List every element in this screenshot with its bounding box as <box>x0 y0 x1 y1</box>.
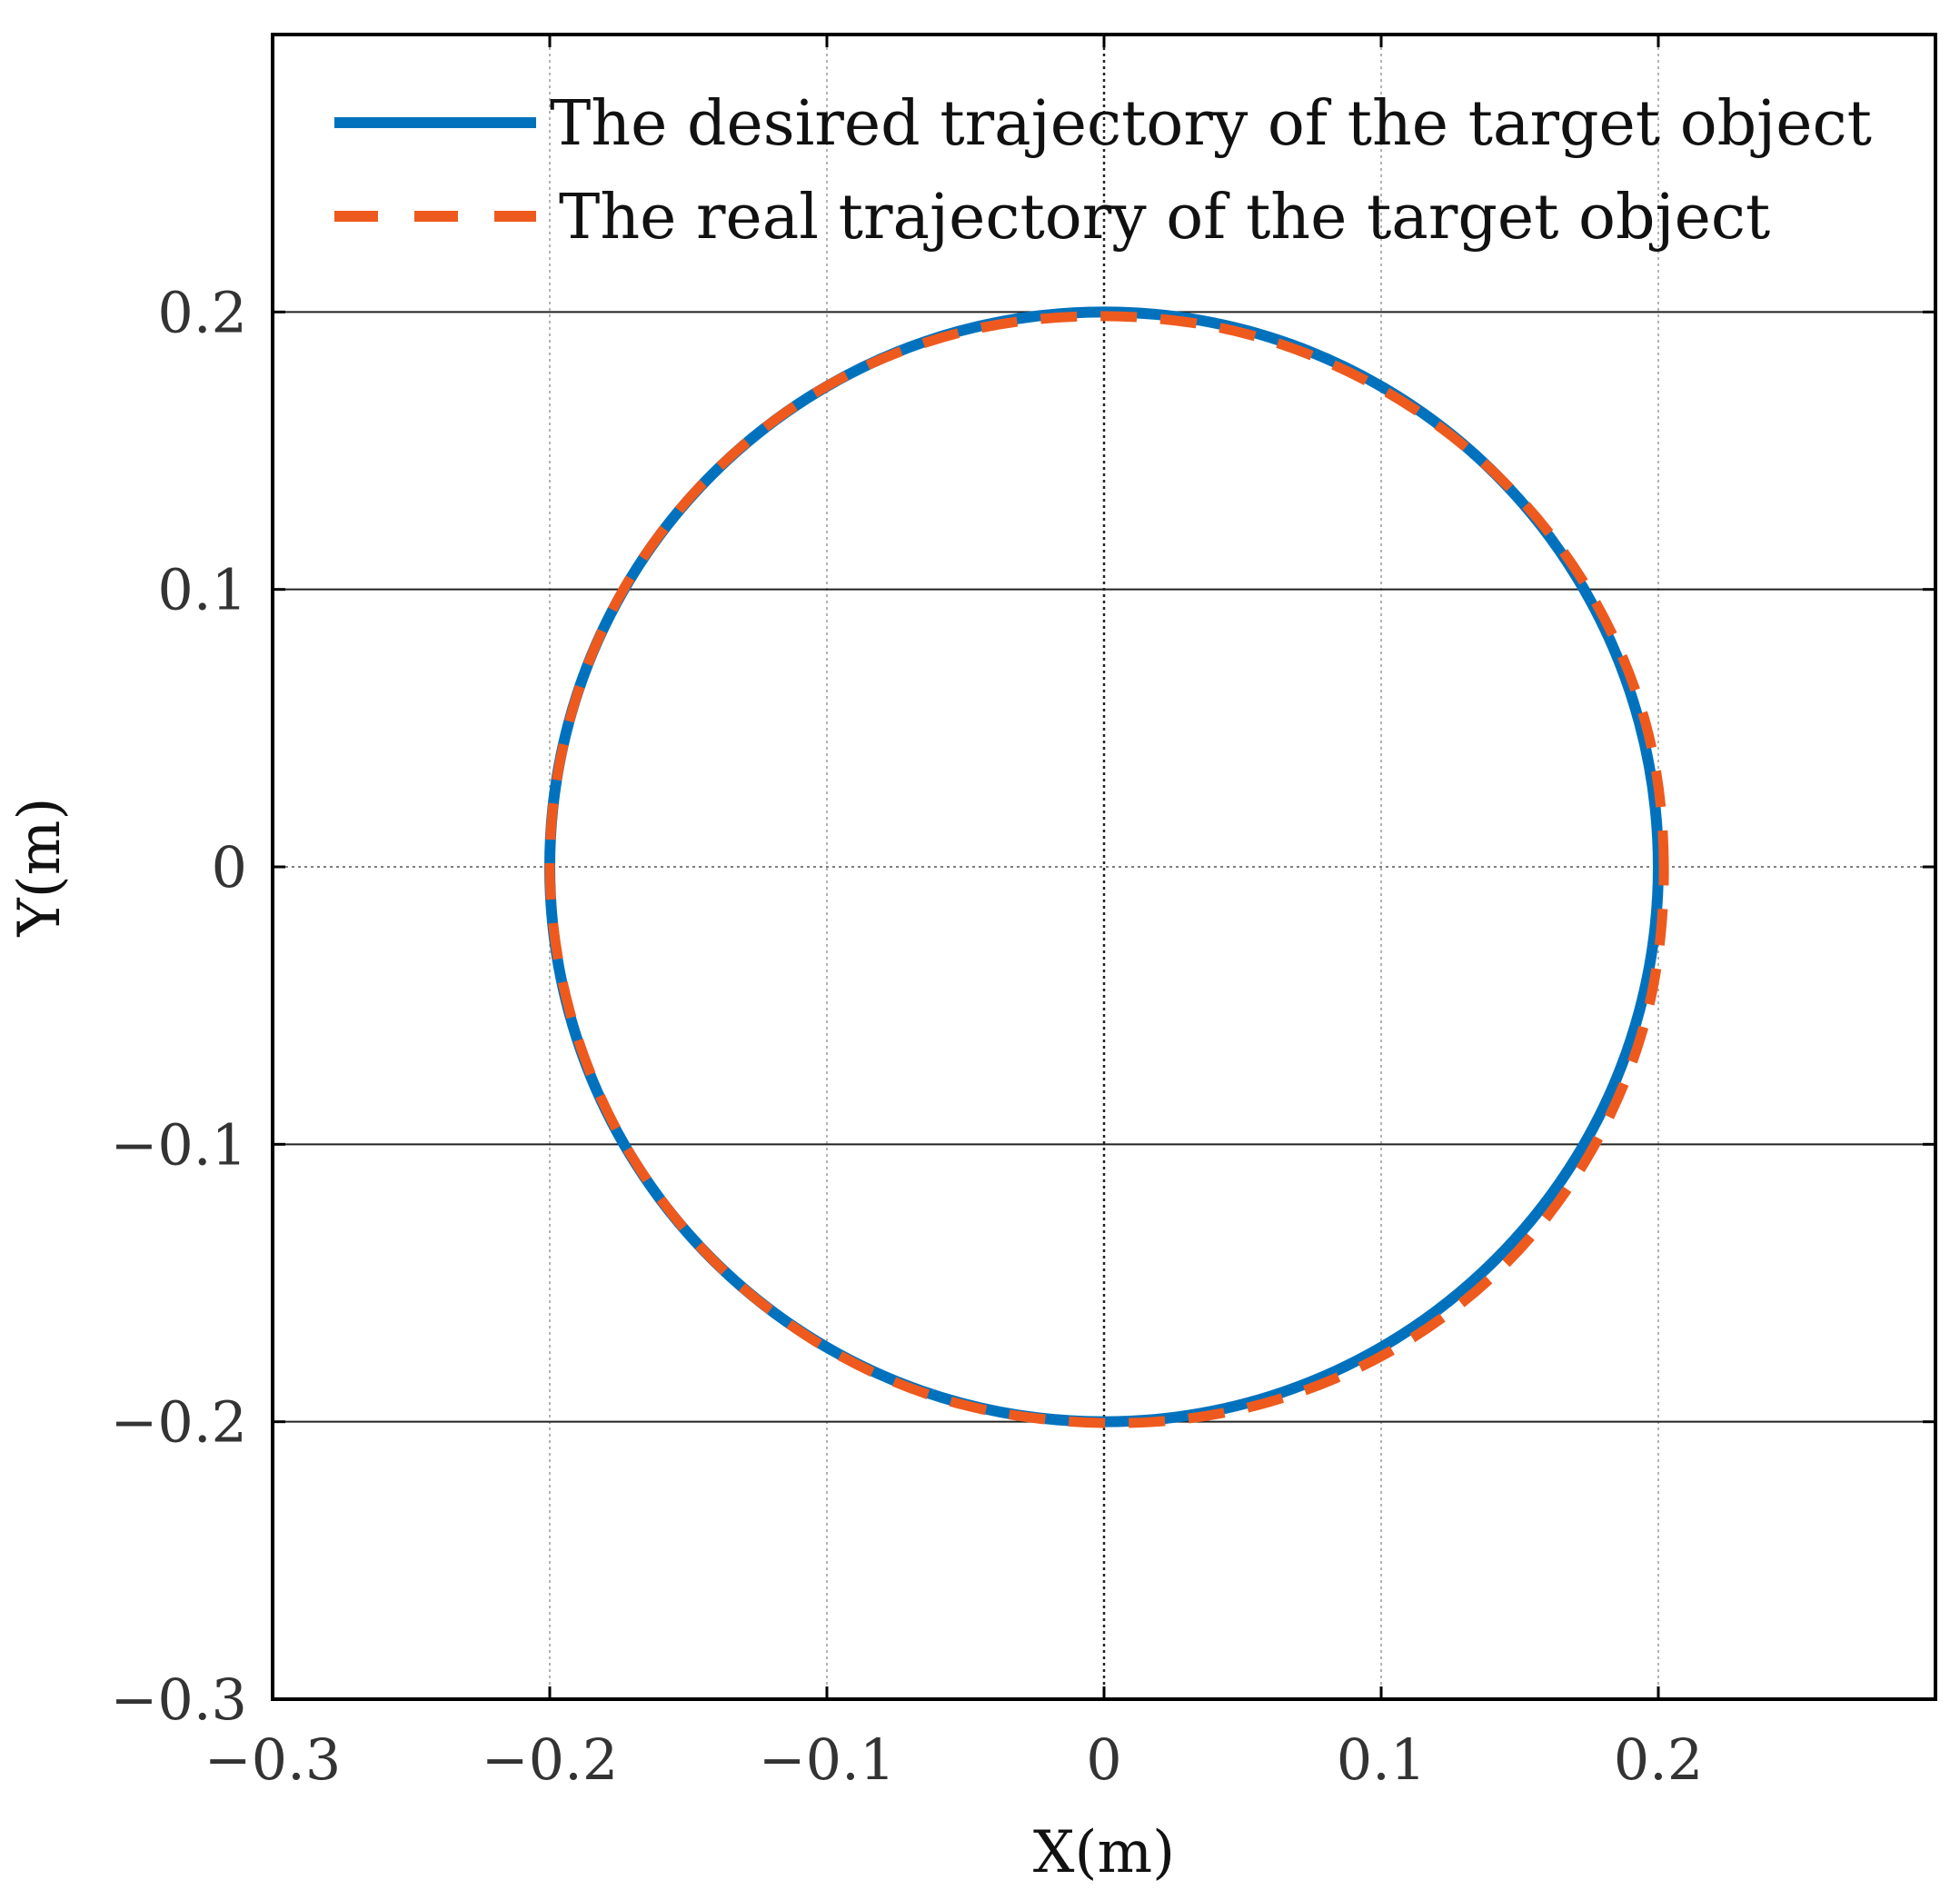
legend: The desired trajectory of the target obj… <box>334 88 1872 254</box>
y-tick-label: 0 <box>212 834 247 900</box>
x-axis-label: X(m) <box>1033 1819 1175 1886</box>
plot-series <box>544 306 1669 1428</box>
y-tick-label: −0.2 <box>110 1389 247 1456</box>
grid-lines <box>273 35 1935 1699</box>
series-real-trajectory <box>544 311 1669 1428</box>
legend-label-desired: The desired trajectory of the target obj… <box>550 88 1872 160</box>
series-desired-trajectory <box>544 306 1664 1427</box>
y-tick-label: 0.1 <box>157 557 247 623</box>
y-tick-label: −0.1 <box>110 1111 247 1178</box>
x-tick-label: −0.1 <box>759 1726 896 1793</box>
x-tick-label: 0 <box>1086 1726 1121 1793</box>
x-tick-label: 0.1 <box>1337 1726 1427 1793</box>
axis-ticks: −0.3 −0.2 −0.1 0 0.1 0.2 −0.3 −0.2 −0.1 0 0.1 0.2 <box>110 35 1935 1793</box>
x-tick-label: −0.3 <box>204 1726 342 1793</box>
y-tick-label: −0.3 <box>110 1666 247 1733</box>
x-tick-label: 0.2 <box>1614 1726 1704 1793</box>
y-axis-label: Y(m) <box>6 798 74 938</box>
x-tick-label: −0.2 <box>482 1726 619 1793</box>
y-tick-label: 0.2 <box>157 279 247 345</box>
legend-label-real: The real trajectory of the target object <box>559 182 1770 254</box>
